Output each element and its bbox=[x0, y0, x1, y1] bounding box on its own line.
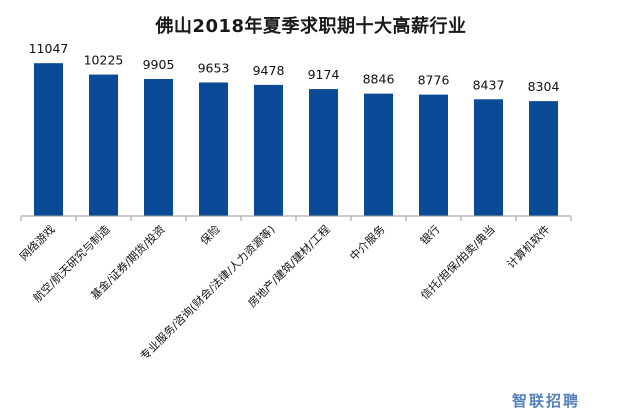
bar bbox=[144, 78, 173, 216]
value-label: 9905 bbox=[143, 57, 175, 72]
category-label: 计算机软件 bbox=[504, 222, 553, 271]
bar bbox=[89, 74, 118, 216]
value-label: 8776 bbox=[418, 73, 450, 88]
value-label: 10225 bbox=[84, 53, 124, 68]
bar bbox=[34, 63, 63, 216]
bar bbox=[474, 99, 503, 216]
value-labels: 11047 10225 9905 9653 9478 9174 8846 8776 8437 83… bbox=[29, 41, 560, 94]
watermark-logo: 智联招聘 bbox=[512, 392, 581, 410]
category-label: 银行 bbox=[417, 222, 442, 247]
value-label: 8304 bbox=[528, 79, 560, 94]
bar bbox=[309, 89, 338, 216]
chart-title: 佛山2018年夏季求职期十大高薪行业 bbox=[155, 16, 467, 37]
value-label: 9174 bbox=[308, 67, 340, 82]
value-label: 11047 bbox=[29, 41, 69, 56]
value-label: 9478 bbox=[253, 63, 285, 78]
bar bbox=[419, 94, 448, 216]
category-label: 中介服务 bbox=[347, 223, 387, 263]
bar bbox=[199, 82, 228, 217]
value-label: 8437 bbox=[473, 77, 505, 92]
bar bbox=[529, 101, 558, 216]
bars-layer bbox=[34, 63, 558, 217]
bar bbox=[364, 93, 393, 216]
category-label: 网络游戏 bbox=[17, 222, 58, 263]
bar bbox=[254, 84, 283, 216]
category-label: 保险 bbox=[197, 222, 222, 247]
x-axis-ticks bbox=[20, 216, 572, 221]
value-label: 9653 bbox=[198, 60, 230, 75]
value-label: 8846 bbox=[363, 72, 395, 87]
